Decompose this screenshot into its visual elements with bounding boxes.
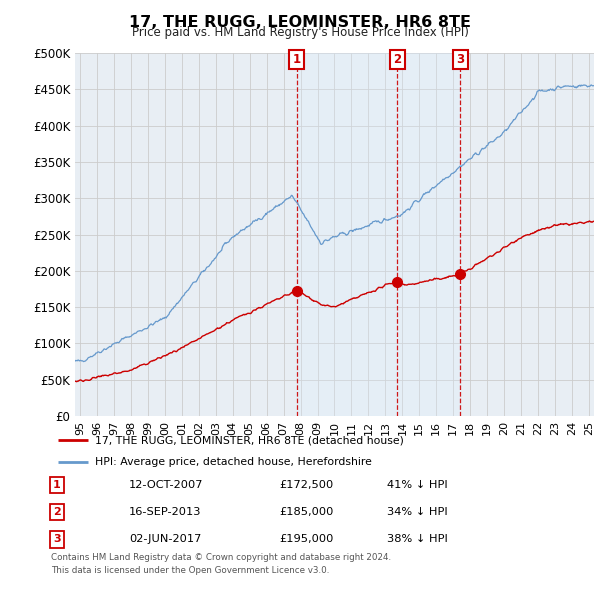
Text: £195,000: £195,000	[279, 535, 334, 544]
Text: Price paid vs. HM Land Registry's House Price Index (HPI): Price paid vs. HM Land Registry's House …	[131, 26, 469, 39]
Text: 02-JUN-2017: 02-JUN-2017	[129, 535, 202, 544]
Text: 3: 3	[456, 53, 464, 66]
Text: 17, THE RUGG, LEOMINSTER, HR6 8TE: 17, THE RUGG, LEOMINSTER, HR6 8TE	[129, 15, 471, 30]
Bar	[297, 53, 460, 416]
Text: HPI: Average price, detached house, Herefordshire: HPI: Average price, detached house, Here…	[95, 457, 372, 467]
Text: 3: 3	[53, 535, 61, 544]
Text: Contains HM Land Registry data © Crown copyright and database right 2024.: Contains HM Land Registry data © Crown c…	[51, 553, 391, 562]
Text: 1: 1	[53, 480, 61, 490]
Text: 1: 1	[293, 53, 301, 66]
Text: £185,000: £185,000	[279, 507, 334, 517]
Text: 12-OCT-2007: 12-OCT-2007	[129, 480, 203, 490]
Text: 41% ↓ HPI: 41% ↓ HPI	[387, 480, 448, 490]
Text: 17, THE RUGG, LEOMINSTER, HR6 8TE (detached house): 17, THE RUGG, LEOMINSTER, HR6 8TE (detac…	[95, 435, 404, 445]
Text: 34% ↓ HPI: 34% ↓ HPI	[387, 507, 448, 517]
Text: 16-SEP-2013: 16-SEP-2013	[129, 507, 202, 517]
Text: 38% ↓ HPI: 38% ↓ HPI	[387, 535, 448, 544]
Text: This data is licensed under the Open Government Licence v3.0.: This data is licensed under the Open Gov…	[51, 566, 329, 575]
Text: 2: 2	[53, 507, 61, 517]
Text: 2: 2	[394, 53, 401, 66]
Text: £172,500: £172,500	[279, 480, 333, 490]
